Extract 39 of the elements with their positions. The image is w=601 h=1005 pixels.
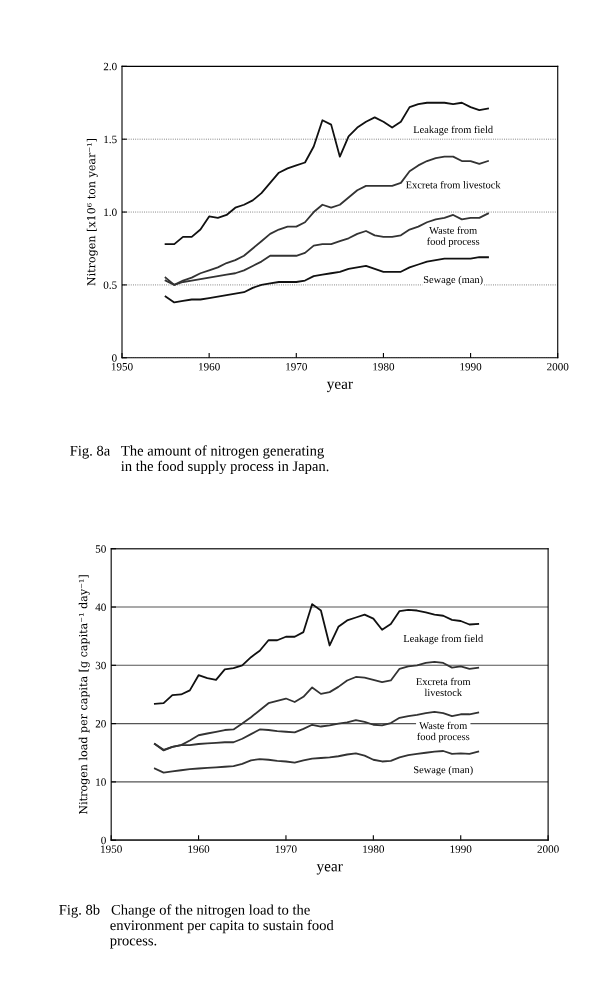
y-tick-label: 1.5 — [104, 135, 117, 144]
series-label: Excreta from livestock — [406, 181, 501, 189]
y-tick-label: 20 — [95, 720, 106, 728]
series-label: Waste from food process — [417, 721, 470, 743]
x-tick-label: 1970 — [286, 362, 307, 371]
x-tick-label: 1960 — [199, 362, 220, 371]
series-label: Sewage (man) — [423, 275, 483, 286]
x-tick-label: 2000 — [537, 845, 559, 853]
y-tick-label: 2.0 — [103, 62, 117, 71]
line-series — [153, 750, 480, 774]
line-series — [164, 256, 489, 304]
series-label: Leakage from field — [413, 125, 493, 136]
y-tick-label: 0 — [112, 354, 117, 362]
y-tick-label: 40 — [95, 603, 106, 611]
series-label: Leakage from field — [403, 634, 484, 645]
x-tick-label: 1960 — [188, 845, 210, 853]
x-tick-label: 1990 — [450, 845, 472, 853]
series-label: Excreta from livestock — [416, 677, 471, 697]
x-tick-label: 1970 — [275, 845, 297, 853]
text: Fig. 8b Change of the nitrogen load to the environment per capita to sustain food process. — [59, 904, 334, 949]
y-axis-title: Nitrogen [x10⁶ ton year⁻¹] — [86, 138, 98, 286]
x-tick-label: 1950 — [111, 362, 133, 371]
y-tick-label: 0 — [101, 836, 106, 845]
series-label: Waste from food process — [427, 226, 480, 248]
y-tick-label: 50 — [95, 545, 106, 553]
y-tick-label: 1.0 — [104, 208, 117, 217]
text: Fig. 8a The amount of nitrogen generating in the food supply process in Japan. — [70, 445, 329, 475]
x-tick-label: 1950 — [101, 845, 122, 853]
x-axis-title: year — [326, 381, 353, 393]
y-tick-label: 0.5 — [103, 281, 117, 289]
series-label: Sewage (man) — [414, 765, 473, 776]
y-tick-label: 10 — [96, 778, 106, 786]
x-axis-title: year — [316, 864, 343, 875]
x-tick-label: 1990 — [460, 362, 482, 371]
y-axis-title: Nitrogen load per capita [g capita⁻¹ day⁻¹] — [78, 575, 90, 815]
x-tick-label: 2000 — [547, 362, 569, 371]
x-tick-label: 1980 — [363, 845, 385, 853]
y-tick-label: 30 — [95, 661, 106, 670]
x-tick-label: 1980 — [373, 362, 395, 371]
